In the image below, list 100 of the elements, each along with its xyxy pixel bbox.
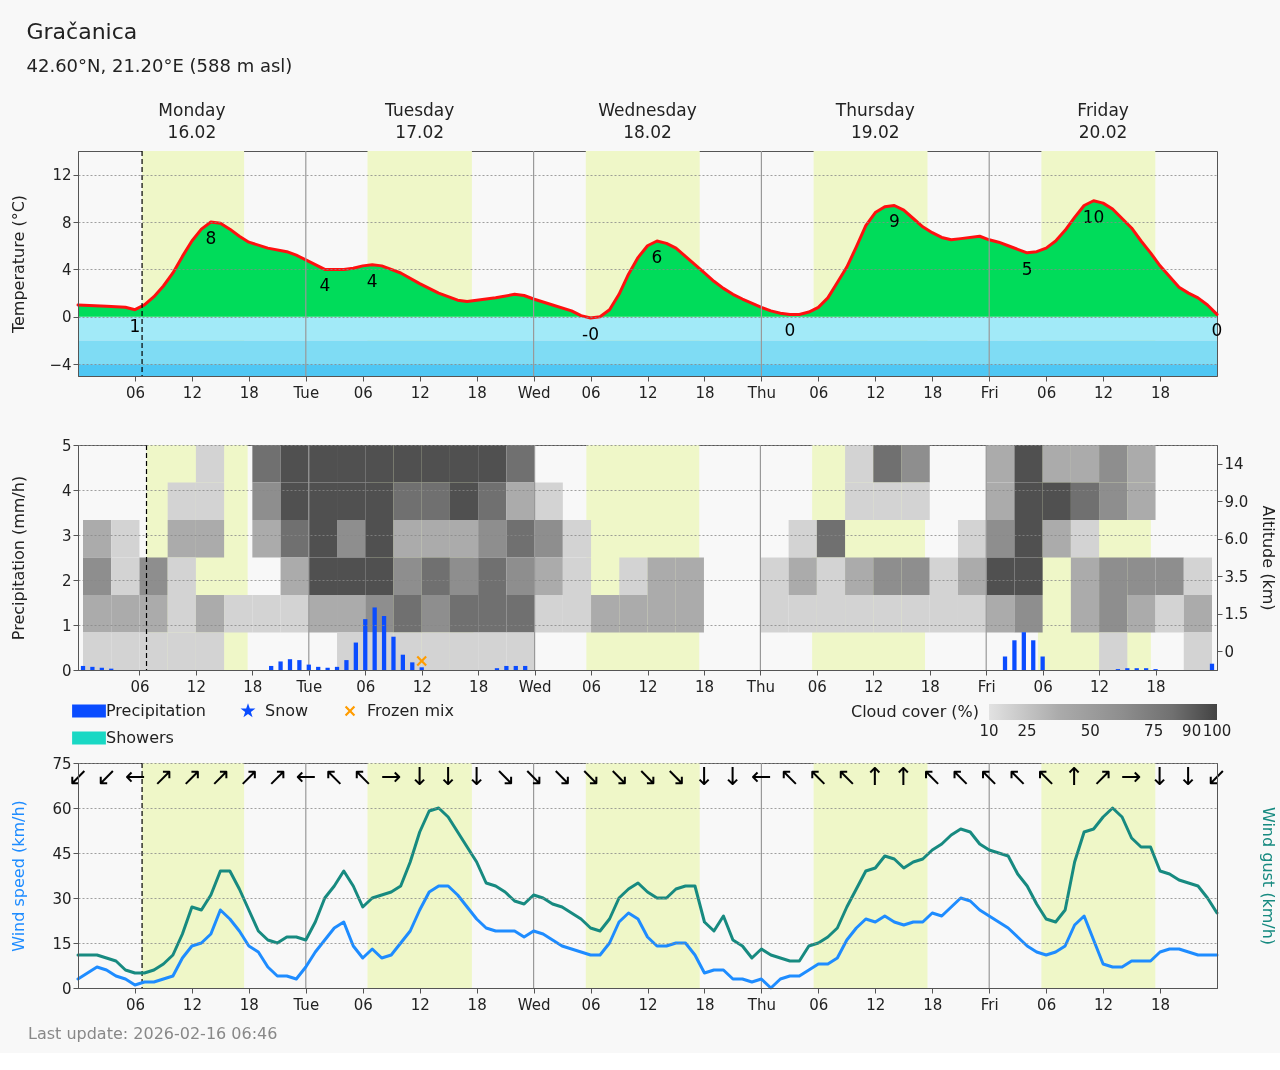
- x-tick-label: 18: [920, 677, 940, 696]
- x-tick-label: 12: [638, 677, 658, 696]
- x-tick-label: 18: [1151, 383, 1171, 402]
- x-tick-label: Tue: [295, 677, 323, 696]
- bar: [269, 665, 274, 670]
- x2-tick-label: Thursday 19.02: [834, 100, 915, 142]
- y-tick-label: 60: [52, 799, 72, 818]
- x-tick-label: 06: [353, 995, 373, 1014]
- x-tick-label: 12: [410, 995, 430, 1014]
- y-tick-label: 45: [52, 844, 72, 863]
- bar: [353, 642, 358, 670]
- color-bar-label: 75: [1144, 722, 1164, 740]
- x-tick-label: 12: [182, 383, 202, 402]
- y-tick-label: 1: [61, 616, 72, 635]
- color-bar-label: 100: [1202, 722, 1232, 740]
- color-bar-label: 10: [979, 722, 999, 740]
- x-tick-label: 18: [695, 383, 715, 402]
- x-tick-label: 12: [1094, 995, 1114, 1014]
- y-tick-label: 0: [61, 661, 72, 680]
- legend-label: Showers: [106, 728, 174, 747]
- legend-label: Precipitation: [106, 701, 207, 720]
- bar: [297, 660, 302, 670]
- x-tick-label: 18: [239, 383, 259, 402]
- y-tick-label: 0: [61, 308, 72, 327]
- chart-title: Gračanica: [26, 18, 138, 44]
- bar: [80, 665, 86, 670]
- x-tick-label: Wed: [518, 677, 552, 696]
- x-tick-label: 06: [582, 677, 602, 696]
- color-bar-title: Cloud cover (%): [850, 702, 979, 721]
- y-tick-label: 8: [61, 213, 72, 232]
- x-tick-label: Tue: [292, 383, 320, 402]
- chart-subtitle: 42.60°N, 21.20°E (588 m asl): [26, 54, 293, 76]
- annotation: 5: [1021, 258, 1033, 279]
- annotation: 1: [129, 315, 141, 336]
- bar: [419, 667, 424, 670]
- x-tick-label: 06: [1037, 995, 1057, 1014]
- x-tick-label: Tue: [292, 995, 320, 1014]
- bar: [400, 654, 406, 670]
- bar: [1002, 656, 1008, 670]
- y-tick-label: 30: [52, 889, 72, 908]
- annotation: 4: [366, 270, 378, 291]
- legend-label: Snow: [265, 701, 309, 720]
- x-tick-label: 06: [356, 677, 376, 696]
- x-tick-label: Fri: [980, 383, 999, 402]
- y-axis-title: Precipitation (mm/h): [8, 475, 28, 641]
- bar: [316, 666, 321, 670]
- x2-tick-label: Tuesday 17.02: [384, 100, 455, 142]
- bar: [372, 607, 377, 670]
- x-tick-label: 18: [923, 995, 943, 1014]
- x-tick-label: 06: [807, 677, 827, 696]
- color-bar-label: 25: [1017, 722, 1037, 740]
- x-tick-label: 06: [809, 995, 829, 1014]
- y-tick-label: 4: [61, 260, 72, 279]
- x-tick-label: Wed: [517, 995, 551, 1014]
- x-tick-label: 12: [412, 677, 432, 696]
- x-tick-label: 18: [467, 995, 487, 1014]
- x-tick-label: Wed: [517, 383, 551, 402]
- x-tick-label: 06: [353, 383, 373, 402]
- y2-tick-label: 6.0: [1224, 530, 1249, 549]
- bar: [334, 666, 340, 670]
- x-tick-label: 12: [866, 383, 886, 402]
- y-tick-label: 12: [52, 166, 72, 185]
- x-tick-label: 12: [638, 995, 658, 1014]
- annotation: 8: [205, 228, 217, 249]
- y2-axis-title: Altitude (km): [1258, 505, 1278, 611]
- bar: [381, 616, 387, 670]
- line-series: [76, 806, 1219, 975]
- color-bar-label: 50: [1080, 722, 1100, 740]
- x-tick-label: 06: [130, 677, 150, 696]
- x-tick-label: 12: [866, 995, 886, 1014]
- annotation: 0: [784, 320, 796, 341]
- x-tick-label: 06: [581, 995, 601, 1014]
- x-tick-label: 12: [186, 677, 206, 696]
- bar: [523, 665, 528, 670]
- bar: [90, 666, 95, 670]
- x-tick-label: 18: [467, 383, 487, 402]
- y-tick-label: 5: [61, 436, 72, 455]
- y2-tick-label: 3.5: [1224, 567, 1249, 586]
- x-tick-label: 12: [1094, 383, 1114, 402]
- y-tick-label: 2: [61, 571, 72, 590]
- x-tick-label: Fri: [980, 995, 999, 1014]
- x-tick-label: 18: [243, 677, 263, 696]
- y-tick-label: 4: [61, 481, 72, 500]
- y-axis-title: Temperature (°C): [8, 194, 28, 335]
- bar: [287, 659, 293, 670]
- x-tick-label: 18: [1146, 677, 1166, 696]
- x-tick-label: Fri: [977, 677, 996, 696]
- y-tick-label: 15: [52, 934, 72, 953]
- bar: [1021, 632, 1026, 670]
- x-tick-label: 12: [638, 383, 658, 402]
- text: Last update: 2026-02-16 06:46: [28, 1024, 278, 1043]
- x-tick-label: 18: [469, 677, 489, 696]
- x-tick-label: 12: [1090, 677, 1110, 696]
- annotation: 6: [651, 247, 663, 267]
- bar: [410, 662, 415, 670]
- y2-axis-title: Wind gust (km/h): [1258, 806, 1278, 946]
- x-tick-label: 12: [410, 383, 430, 402]
- y2-tick-label: 0: [1224, 642, 1235, 661]
- x-tick-label: 06: [125, 995, 145, 1014]
- x-tick-label: 06: [1033, 677, 1053, 696]
